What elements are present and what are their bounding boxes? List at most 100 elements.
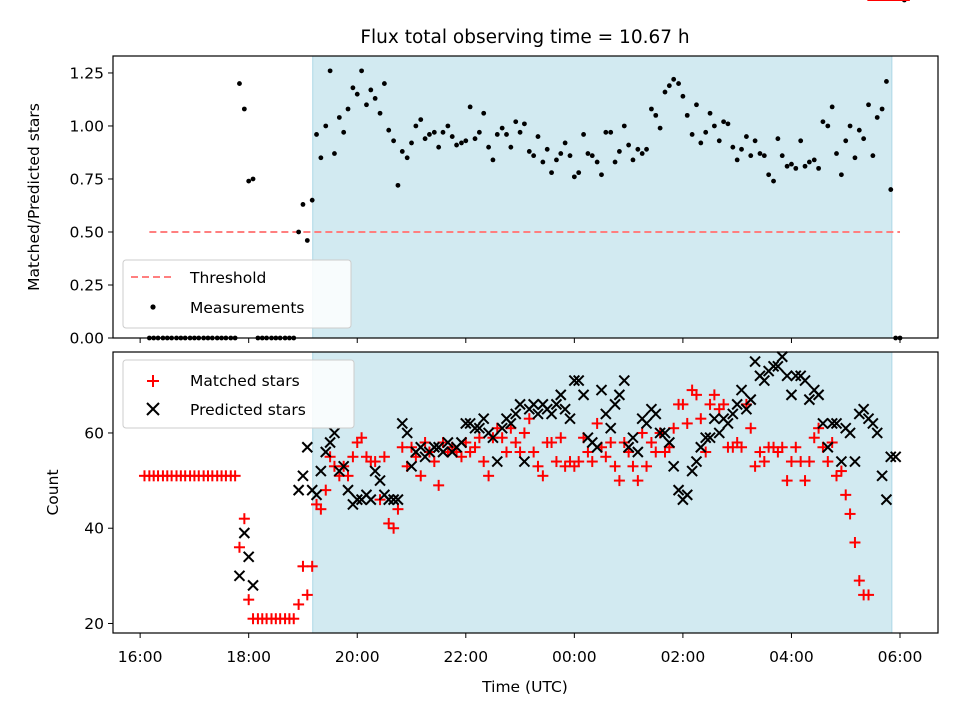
- counts-x-ticks: 16:00 18:00 20:00 22:00 00:00 02:00 04:00 06:00: [118, 633, 922, 666]
- measurement-point: [517, 129, 523, 135]
- measurement-point: [409, 140, 414, 146]
- matched-star-point: [831, 470, 843, 482]
- predicted-star-point: [559, 403, 571, 415]
- measurement-point: [716, 138, 722, 144]
- matched-star-point: [641, 460, 653, 472]
- matched-star-point: [428, 456, 440, 468]
- measurement-point: [535, 134, 541, 139]
- predicted-star-point: [233, 570, 246, 582]
- matched-star-point: [803, 456, 815, 468]
- measurement-point: [874, 115, 880, 120]
- measurement-point: [318, 155, 324, 161]
- predicted-star-point: [310, 489, 323, 501]
- predicted-star-point: [663, 436, 676, 449]
- counts-y-ticks: 20 40 60: [84, 424, 113, 633]
- measurement-point: [404, 155, 410, 161]
- measurement-point: [526, 149, 532, 154]
- matched-star-point: [383, 517, 395, 529]
- matched-star-point: [478, 456, 490, 468]
- matched-star-point: [528, 446, 540, 458]
- predicted-star-point: [428, 441, 441, 453]
- predicted-star-point: [867, 417, 879, 430]
- measurement-point: [684, 112, 690, 118]
- ratio-y-tick-label: 0.00: [69, 330, 104, 348]
- matched-star-point: [749, 460, 761, 472]
- matched-star-point: [600, 451, 612, 463]
- measurement-point: [766, 172, 772, 178]
- matched-star-point: [555, 432, 567, 444]
- measurement-point: [440, 129, 446, 135]
- predicted-star-point: [672, 484, 685, 496]
- predicted-star-point: [686, 465, 698, 477]
- predicted-star-point: [514, 398, 526, 411]
- predicted-star-point: [496, 422, 508, 434]
- matched-star-point: [636, 427, 648, 439]
- measurement-point: [237, 81, 242, 86]
- predicted-star-point: [292, 484, 305, 496]
- measurement-point: [562, 140, 568, 146]
- matched-star-point: [609, 460, 621, 472]
- measurement-point: [323, 123, 329, 129]
- predicted-star-point: [781, 370, 793, 382]
- measurement-point: [711, 123, 717, 129]
- predicted-star-point: [527, 398, 540, 411]
- measurement-point: [802, 163, 808, 169]
- predicted-star-point: [817, 417, 829, 430]
- measurement-point: [395, 182, 401, 188]
- matched-star-point: [415, 470, 427, 482]
- predicted-star-point: [396, 417, 408, 430]
- predicted-star-point: [469, 422, 481, 434]
- measurement-point: [522, 121, 527, 127]
- matched-star-point: [754, 446, 766, 458]
- measurement-point: [418, 117, 424, 123]
- predicted-star-point: [242, 551, 255, 563]
- predicted-star-point: [478, 412, 490, 425]
- matched-star-point: [808, 432, 820, 444]
- measurement-point: [436, 144, 442, 150]
- measurement-point: [368, 87, 374, 93]
- measurement-point: [585, 151, 591, 156]
- ratio-y-tick-label: 0.25: [69, 276, 104, 294]
- measurement-point: [793, 165, 799, 171]
- predicted-star-point: [632, 446, 644, 458]
- measurement-point: [571, 174, 577, 180]
- measurement-point: [413, 123, 419, 129]
- measurement-point: [544, 146, 550, 152]
- predicted-star-point: [365, 493, 377, 506]
- matched-star-point: [315, 503, 327, 515]
- matched-star-point: [790, 441, 802, 453]
- measurement-point: [698, 140, 704, 146]
- measurement-point: [666, 83, 672, 89]
- predicted-star-point: [812, 389, 825, 401]
- measurement-point: [246, 178, 252, 184]
- predicted-star-point: [401, 427, 413, 439]
- x-tick-label: 22:00: [443, 648, 488, 666]
- predicted-star-point: [826, 417, 838, 430]
- measurement-point: [630, 157, 636, 163]
- matched-star-point: [532, 460, 544, 472]
- predicted-star-point: [695, 441, 707, 453]
- measurement-point: [816, 165, 821, 171]
- matched-star-point: [745, 422, 757, 434]
- matched-star-point: [356, 432, 368, 444]
- predicted-star-point: [510, 408, 522, 420]
- matched-star-point: [704, 398, 716, 410]
- matched-star-point: [799, 475, 811, 487]
- matched-star-point: [537, 470, 549, 482]
- matched-star-point: [469, 441, 481, 453]
- measurement-point: [391, 138, 397, 144]
- measurement-point: [386, 127, 392, 133]
- predicted-star-point: [772, 360, 784, 372]
- predicted-star-point: [871, 427, 883, 439]
- chart-title: Flux total observing time = 10.67 h: [360, 27, 689, 48]
- predicted-star-point: [568, 374, 581, 387]
- predicted-star-point: [591, 441, 603, 453]
- counts-panel: 20 40 60 16:00 18:00 20:00 22:00 00:00 02:00 04:…: [44, 0, 939, 696]
- measurement-point: [594, 159, 600, 165]
- predicted-star-point: [415, 441, 427, 453]
- predicted-star-point: [659, 427, 671, 439]
- measurement-point: [486, 144, 491, 150]
- predicted-star-point: [455, 436, 468, 449]
- measurement-point: [649, 106, 654, 112]
- predicted-star-point: [622, 441, 635, 453]
